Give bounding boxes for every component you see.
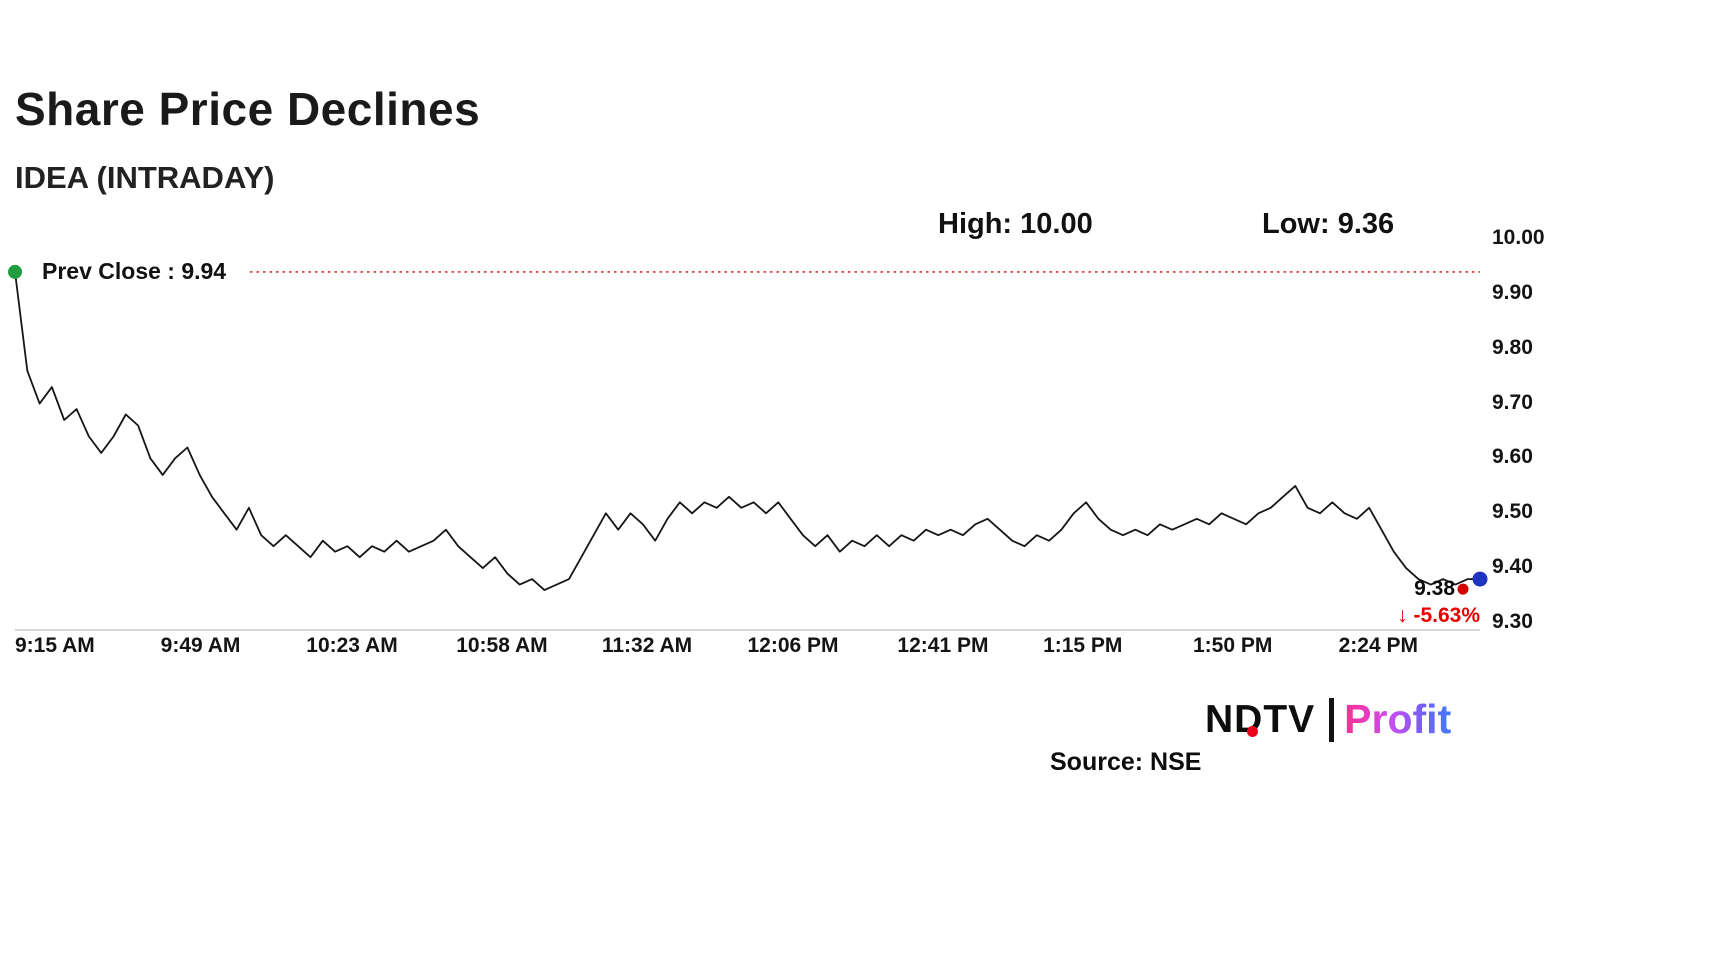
last-price-dot — [1457, 583, 1469, 595]
y-tick-label: 9.80 — [1492, 335, 1533, 359]
x-tick-label: 2:24 PM — [1338, 634, 1418, 657]
y-tick-label: 9.30 — [1492, 610, 1533, 633]
x-tick-label: 12:41 PM — [897, 634, 989, 657]
chart-subtitle: IDEA (INTRADAY) — [15, 160, 275, 195]
y-tick-label: 10.00 — [1492, 226, 1545, 249]
high-value: High: 10.00 — [938, 208, 1093, 240]
x-tick-label: 9:15 AM — [15, 634, 95, 657]
end-marker-dot — [1472, 571, 1488, 587]
logo-red-dot-icon — [1247, 725, 1258, 737]
ndtv-profit-logo: NDTV Profit — [1205, 696, 1451, 743]
x-tick-label: 12:06 PM — [747, 634, 839, 657]
ndtv-logo-text: NDTV — [1205, 697, 1316, 741]
logo-divider — [1329, 697, 1335, 742]
down-arrow-icon: ↓ — [1397, 604, 1408, 627]
x-tick-label: 1:50 PM — [1192, 634, 1273, 657]
y-tick-label: 9.90 — [1492, 280, 1533, 304]
x-tick-label: 10:58 AM — [456, 634, 548, 657]
x-tick-label: 11:32 AM — [601, 634, 693, 657]
x-tick-label: 10:23 AM — [306, 634, 398, 657]
y-tick-label: 9.60 — [1492, 445, 1533, 469]
y-tick-label: 9.40 — [1492, 555, 1533, 579]
low-value: Low: 9.36 — [1262, 208, 1395, 240]
prev-close-label: Prev Close : 9.94 — [42, 258, 227, 284]
change-percent: -5.63% — [1413, 604, 1480, 627]
y-tick-label: 9.70 — [1492, 390, 1533, 414]
x-tick-label: 9:49 AM — [160, 634, 241, 657]
price-line — [14, 270, 1481, 591]
source-label: Source: NSE — [1050, 748, 1202, 776]
profit-logo-text: Profit — [1344, 696, 1452, 742]
open-marker-dot — [8, 264, 22, 279]
y-tick-label: 9.50 — [1492, 500, 1533, 524]
change-label: ↓ -5.63% — [1340, 604, 1480, 628]
last-price-label: 9.38 — [1414, 577, 1455, 600]
page-title: Share Price Declines — [15, 83, 481, 135]
x-tick-label: 1:15 PM — [1043, 634, 1123, 657]
